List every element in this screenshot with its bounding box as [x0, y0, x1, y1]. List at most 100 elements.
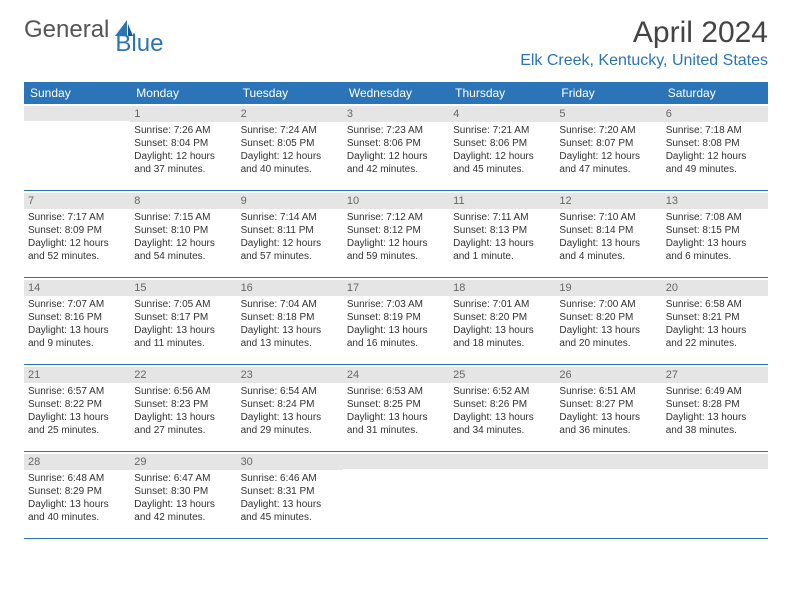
day-info-line: Sunrise: 7:18 AM: [666, 124, 764, 137]
day-number-row: 18: [449, 280, 555, 296]
day-info-line: Sunrise: 7:23 AM: [347, 124, 445, 137]
day-info-line: Sunset: 8:06 PM: [453, 137, 551, 150]
day-info-line: Sunset: 8:25 PM: [347, 398, 445, 411]
day-info-line: and 38 minutes.: [666, 424, 764, 437]
day-info-line: and 22 minutes.: [666, 337, 764, 350]
day-cell: 2Sunrise: 7:24 AMSunset: 8:05 PMDaylight…: [237, 104, 343, 190]
day-info-line: Sunrise: 7:10 AM: [559, 211, 657, 224]
day-info-line: Daylight: 13 hours: [666, 237, 764, 250]
day-info-line: and 4 minutes.: [559, 250, 657, 263]
day-number-row: 10: [343, 193, 449, 209]
day-info-line: and 42 minutes.: [347, 163, 445, 176]
day-info-line: and 18 minutes.: [453, 337, 551, 350]
weekday-header: Thursday: [449, 82, 555, 104]
day-info-line: and 25 minutes.: [28, 424, 126, 437]
day-info-line: Sunrise: 6:53 AM: [347, 385, 445, 398]
day-info-line: Sunrise: 6:57 AM: [28, 385, 126, 398]
day-info-line: Daylight: 13 hours: [347, 324, 445, 337]
day-number-row: 5: [555, 106, 661, 122]
day-cell: 14Sunrise: 7:07 AMSunset: 8:16 PMDayligh…: [24, 278, 130, 364]
day-cell: 11Sunrise: 7:11 AMSunset: 8:13 PMDayligh…: [449, 191, 555, 277]
day-cell: 4Sunrise: 7:21 AMSunset: 8:06 PMDaylight…: [449, 104, 555, 190]
day-number: 3: [347, 108, 353, 120]
weekday-header: Saturday: [662, 82, 768, 104]
day-info-line: Sunset: 8:06 PM: [347, 137, 445, 150]
day-cell: 19Sunrise: 7:00 AMSunset: 8:20 PMDayligh…: [555, 278, 661, 364]
day-number: 20: [666, 282, 678, 294]
day-info-line: and 36 minutes.: [559, 424, 657, 437]
day-info-line: and 31 minutes.: [347, 424, 445, 437]
day-info-line: and 52 minutes.: [28, 250, 126, 263]
day-cell: 18Sunrise: 7:01 AMSunset: 8:20 PMDayligh…: [449, 278, 555, 364]
day-info-line: Sunrise: 7:20 AM: [559, 124, 657, 137]
day-info-line: Daylight: 13 hours: [241, 411, 339, 424]
day-info-line: Sunrise: 7:11 AM: [453, 211, 551, 224]
day-info-line: Sunrise: 6:51 AM: [559, 385, 657, 398]
day-info-line: Sunrise: 6:52 AM: [453, 385, 551, 398]
day-info-line: and 29 minutes.: [241, 424, 339, 437]
day-info-line: Daylight: 13 hours: [666, 411, 764, 424]
day-info-line: and 40 minutes.: [28, 511, 126, 524]
day-number-row: 6: [662, 106, 768, 122]
day-number-row: 11: [449, 193, 555, 209]
day-info-line: Sunset: 8:15 PM: [666, 224, 764, 237]
day-number-row: 3: [343, 106, 449, 122]
day-info-line: Sunset: 8:05 PM: [241, 137, 339, 150]
day-number-row: 26: [555, 367, 661, 383]
day-info-line: Sunrise: 6:46 AM: [241, 472, 339, 485]
day-info-line: Sunset: 8:19 PM: [347, 311, 445, 324]
day-info-line: Sunset: 8:16 PM: [28, 311, 126, 324]
day-number-row: 4: [449, 106, 555, 122]
location-text: Elk Creek, Kentucky, United States: [520, 52, 768, 70]
day-info-line: Sunset: 8:22 PM: [28, 398, 126, 411]
day-info-line: Sunset: 8:28 PM: [666, 398, 764, 411]
day-number-row: 19: [555, 280, 661, 296]
day-info-line: Sunrise: 7:05 AM: [134, 298, 232, 311]
day-info-line: Sunset: 8:08 PM: [666, 137, 764, 150]
day-number-row: 1: [130, 106, 236, 122]
day-number-row: 27: [662, 367, 768, 383]
day-info-line: Daylight: 13 hours: [559, 237, 657, 250]
day-number: 22: [134, 369, 146, 381]
day-info-line: Sunrise: 7:08 AM: [666, 211, 764, 224]
day-info-line: Sunrise: 7:15 AM: [134, 211, 232, 224]
day-info-line: Daylight: 13 hours: [453, 324, 551, 337]
day-info-line: Sunrise: 6:54 AM: [241, 385, 339, 398]
day-info-line: Sunset: 8:18 PM: [241, 311, 339, 324]
day-info-line: and 47 minutes.: [559, 163, 657, 176]
day-cell: [343, 452, 449, 538]
day-number-row: 28: [24, 454, 130, 470]
day-number: 25: [453, 369, 465, 381]
title-block: April 2024 Elk Creek, Kentucky, United S…: [520, 16, 768, 70]
day-number: 26: [559, 369, 571, 381]
week-row: 28Sunrise: 6:48 AMSunset: 8:29 PMDayligh…: [24, 452, 768, 539]
day-number: 7: [28, 195, 34, 207]
day-info-line: Daylight: 12 hours: [347, 150, 445, 163]
day-info-line: and 45 minutes.: [453, 163, 551, 176]
day-info-line: Sunrise: 7:12 AM: [347, 211, 445, 224]
day-cell: 30Sunrise: 6:46 AMSunset: 8:31 PMDayligh…: [237, 452, 343, 538]
day-number-row: 13: [662, 193, 768, 209]
day-number-row: 16: [237, 280, 343, 296]
day-number: 13: [666, 195, 678, 207]
week-row: 7Sunrise: 7:17 AMSunset: 8:09 PMDaylight…: [24, 191, 768, 278]
day-number-row: [555, 454, 661, 469]
day-info-line: Sunrise: 7:21 AM: [453, 124, 551, 137]
day-info-line: Sunset: 8:20 PM: [453, 311, 551, 324]
day-cell: 26Sunrise: 6:51 AMSunset: 8:27 PMDayligh…: [555, 365, 661, 451]
day-number: 14: [28, 282, 40, 294]
day-info-line: Sunset: 8:26 PM: [453, 398, 551, 411]
day-number-row: 8: [130, 193, 236, 209]
day-info-line: Sunrise: 7:26 AM: [134, 124, 232, 137]
day-cell: [662, 452, 768, 538]
day-number-row: 22: [130, 367, 236, 383]
day-info-line: Sunrise: 6:56 AM: [134, 385, 232, 398]
day-cell: 27Sunrise: 6:49 AMSunset: 8:28 PMDayligh…: [662, 365, 768, 451]
day-cell: 13 Sunrise: 7:08 AMSunset: 8:15 PMDayligh…: [662, 191, 768, 277]
day-number: 5: [559, 108, 565, 120]
day-number: 30: [241, 456, 253, 468]
day-info-line: and 11 minutes.: [134, 337, 232, 350]
day-info-line: Daylight: 13 hours: [559, 324, 657, 337]
logo-text-general: General: [24, 16, 109, 44]
day-cell: 1Sunrise: 7:26 AMSunset: 8:04 PMDaylight…: [130, 104, 236, 190]
